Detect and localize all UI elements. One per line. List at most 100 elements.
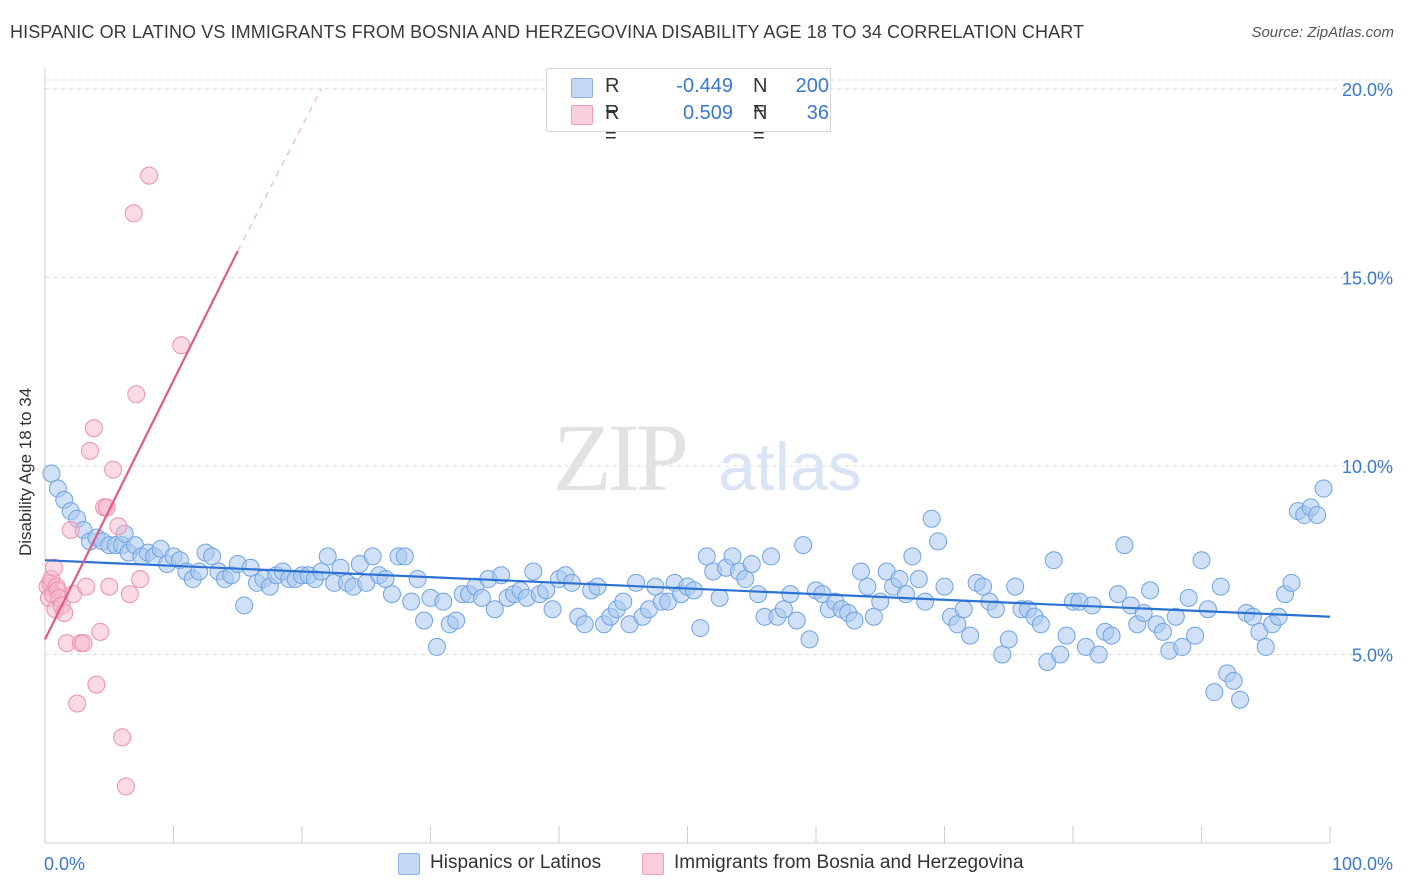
data-point-hispanics <box>800 630 819 649</box>
data-point-hispanics <box>1211 577 1230 596</box>
data-point-hispanics <box>948 615 967 634</box>
trend-line-bosnia <box>44 250 239 640</box>
data-point-hispanics <box>1031 615 1050 634</box>
data-point-hispanics <box>864 607 883 626</box>
legend-n-value: 36 <box>806 102 829 124</box>
bottom-legend-swatch-blue <box>398 853 420 875</box>
legend-r-value: 0.509 <box>682 102 733 124</box>
legend-n-value: 200 <box>795 75 829 97</box>
data-point-hispanics <box>723 547 742 566</box>
legend: R = -0.449 N = 200 R = 0.509 N = 36 <box>546 68 831 147</box>
trend-line-hispanics <box>44 559 1331 618</box>
data-point-bosnia <box>116 777 135 796</box>
data-point-hispanics <box>1141 581 1160 600</box>
data-point-hispanics <box>935 577 954 596</box>
data-point-hispanics <box>749 585 768 604</box>
trend-line-bosnia-extension <box>237 88 322 252</box>
data-point-hispanics <box>1192 551 1211 570</box>
legend-r-value: -0.449 <box>676 75 733 97</box>
data-point-bosnia <box>74 634 93 653</box>
data-point-hispanics <box>903 547 922 566</box>
data-point-bosnia <box>44 558 63 577</box>
data-point-hispanics <box>794 536 813 555</box>
data-point-hispanics <box>363 547 382 566</box>
watermark-atlas: atlas <box>718 429 862 505</box>
data-point-hispanics <box>851 562 870 581</box>
data-point-hispanics <box>1153 622 1172 641</box>
data-point-bosnia <box>68 694 87 713</box>
data-point-bosnia <box>84 419 103 438</box>
bottom-legend-label: Hispanics or Latinos <box>430 852 602 873</box>
data-point-bosnia <box>172 336 191 355</box>
legend-r-label: R = <box>605 75 620 120</box>
watermark-zip: ZIP <box>553 404 686 511</box>
data-point-bosnia <box>61 521 80 540</box>
data-point-hispanics <box>614 592 633 611</box>
y-tick-label: 5.0% <box>1352 645 1393 665</box>
data-point-hispanics <box>1186 626 1205 645</box>
data-point-hispanics <box>318 547 337 566</box>
data-point-hispanics <box>543 600 562 619</box>
data-point-hispanics <box>1314 479 1333 498</box>
data-point-hispanics <box>415 611 434 630</box>
data-point-hispanics <box>736 570 755 589</box>
data-point-hispanics <box>993 645 1012 664</box>
data-point-hispanics <box>774 600 793 619</box>
legend-swatch-pink <box>571 105 593 125</box>
data-point-hispanics <box>395 547 414 566</box>
data-point-bosnia <box>124 204 143 223</box>
data-point-hispanics <box>762 547 781 566</box>
data-point-bosnia <box>104 460 123 479</box>
data-point-hispanics <box>922 509 941 528</box>
data-point-hispanics <box>190 562 209 581</box>
source-label: Source: ZipAtlas.com <box>1251 24 1394 41</box>
data-point-hispanics <box>1308 505 1327 524</box>
data-point-hispanics <box>691 619 710 638</box>
data-point-hispanics <box>961 626 980 645</box>
data-point-hispanics <box>1243 607 1262 626</box>
data-point-hispanics <box>1166 607 1185 626</box>
data-point-hispanics <box>974 577 993 596</box>
data-point-hispanics <box>1282 573 1301 592</box>
data-point-hispanics <box>787 611 806 630</box>
data-point-hispanics <box>1205 683 1224 702</box>
data-point-hispanics <box>999 630 1018 649</box>
data-point-hispanics <box>697 547 716 566</box>
data-point-bosnia <box>87 675 106 694</box>
data-point-bosnia <box>140 166 159 185</box>
watermark: ZIP atlas <box>553 404 862 511</box>
data-point-bosnia <box>77 577 96 596</box>
legend-n-label: N = <box>753 102 768 147</box>
x-tick-label-end: 100.0% <box>1332 854 1393 874</box>
data-point-hispanics <box>1179 588 1198 607</box>
x-tick-label-start: 0.0% <box>44 854 85 874</box>
data-point-hispanics <box>472 588 491 607</box>
data-point-hispanics <box>1256 637 1275 656</box>
data-point-hispanics <box>1269 607 1288 626</box>
data-point-hispanics <box>684 581 703 600</box>
data-point-hispanics <box>1173 637 1192 656</box>
tick-labels: 5.0% 10.0% 15.0% 20.0% 0.0% 100.0% <box>44 80 1393 874</box>
data-point-bosnia <box>113 728 132 747</box>
legend-n-label: N = <box>753 75 768 120</box>
data-point-hispanics <box>1102 626 1121 645</box>
bottom-legend-swatch-pink <box>642 853 664 875</box>
legend-swatch-blue <box>571 78 593 98</box>
data-point-hispanics <box>845 611 864 630</box>
legend-r-label: R = <box>605 102 620 147</box>
data-point-hispanics <box>1057 626 1076 645</box>
data-point-hispanics <box>1006 577 1025 596</box>
trend-lines <box>44 88 1331 640</box>
data-point-bosnia <box>80 441 99 460</box>
y-tick-label: 20.0% <box>1342 80 1393 100</box>
data-point-hispanics <box>710 588 729 607</box>
data-point-hispanics <box>524 562 543 581</box>
data-point-hispanics <box>1231 690 1250 709</box>
data-point-hispanics <box>1115 536 1134 555</box>
chart-title: HISPANIC OR LATINO VS IMMIGRANTS FROM BO… <box>10 22 1085 42</box>
data-point-hispanics <box>896 585 915 604</box>
data-point-hispanics <box>588 577 607 596</box>
data-point-hispanics <box>42 464 61 483</box>
data-point-hispanics <box>929 532 948 551</box>
data-point-hispanics <box>427 637 446 656</box>
